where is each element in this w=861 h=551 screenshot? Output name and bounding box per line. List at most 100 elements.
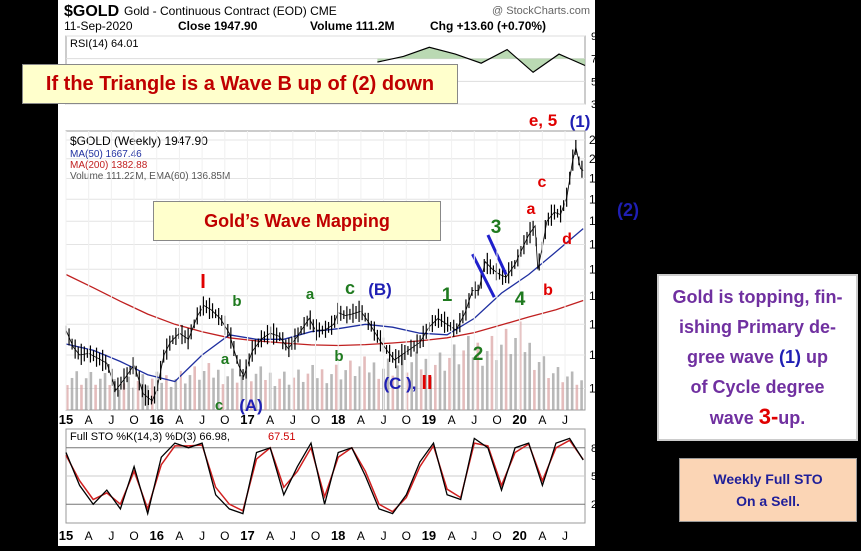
- symbol-title: $GOLD: [64, 3, 119, 20]
- sto-x-tick-label: O: [402, 529, 411, 543]
- x-tick-label: O: [311, 413, 320, 427]
- price-tick-label: 1500: [589, 262, 595, 276]
- sto-x-tick-label: 18: [331, 528, 345, 543]
- x-tick-label: O: [492, 413, 501, 427]
- sto-tick-label: 50: [591, 471, 595, 483]
- sto-x-tick-label: A: [538, 529, 546, 543]
- volume-bar: [207, 363, 211, 410]
- volume-bar: [457, 364, 461, 410]
- rsi-line: [377, 46, 586, 74]
- x-tick-label: 20: [512, 412, 526, 427]
- x-tick-label: J: [199, 413, 205, 427]
- summary-line-3: gree wave (1) up: [673, 342, 843, 372]
- summary-line-5: wave 3-up.: [673, 402, 843, 433]
- volume-bar: [70, 377, 74, 410]
- volume-bar: [485, 351, 489, 410]
- volume-bar: [353, 376, 357, 410]
- volume-bar: [325, 383, 329, 410]
- volume-bar: [334, 364, 338, 410]
- volume-label: Volume 111.2M: [310, 19, 395, 33]
- volume-bar: [108, 384, 112, 410]
- volume-bar: [283, 371, 286, 410]
- volume-bar: [66, 385, 69, 410]
- summary-line-5a: wave: [709, 408, 759, 428]
- volume-bar: [518, 321, 522, 410]
- sto-x-tick-label: J: [290, 529, 296, 543]
- volume-bar: [80, 384, 83, 410]
- rsi-overbought-fill: [377, 47, 585, 73]
- date-label: 11-Sep-2020: [64, 19, 133, 33]
- volume-bar: [188, 375, 192, 410]
- summary-line-4: of Cycle degree: [690, 377, 825, 397]
- volume-bar: [391, 375, 395, 410]
- volume-bar: [84, 378, 88, 410]
- x-tick-label: J: [562, 413, 568, 427]
- volume-bar: [250, 381, 253, 410]
- volume-bar: [561, 382, 565, 410]
- sto-box-line-2: On a Sell.: [736, 493, 800, 509]
- price-line: [65, 147, 584, 402]
- price-tick-label: 1400: [589, 289, 595, 303]
- sto-k-line: [65, 437, 584, 517]
- volume-bar: [580, 380, 583, 410]
- price-legend: $GOLD (Weekly) 1947.90: [70, 134, 208, 148]
- volume-bar: [169, 386, 173, 410]
- x-tick-label: A: [448, 413, 456, 427]
- volume-bar: [509, 354, 513, 410]
- sto-x-tick-label: A: [266, 529, 274, 543]
- volume-bar: [504, 328, 508, 410]
- title-box-text: If the Triangle is a Wave B up of (2) do…: [45, 72, 435, 95]
- volume-legend: Volume 111.22M, EMA(60) 136.85M: [70, 171, 230, 182]
- volume-bar: [542, 356, 546, 410]
- rsi-tick-label: 70: [591, 54, 595, 66]
- volume-bar: [377, 378, 380, 410]
- x-tick-label: 18: [331, 412, 345, 427]
- summary-line-2: ishing Primary de-: [678, 317, 837, 337]
- volume-bar: [339, 379, 343, 410]
- sto-tick-label: 20: [591, 499, 595, 511]
- volume-bar: [117, 389, 121, 410]
- price-tick-label: 2000: [589, 152, 595, 166]
- volume-bar: [320, 369, 324, 410]
- rsi-title: RSI(14) 64.01: [70, 38, 138, 50]
- price-tick-label: 2100: [589, 133, 595, 147]
- arrow-head-wave-2: [610, 186, 620, 197]
- volume-bar: [452, 344, 456, 410]
- sto-x-tick-label: J: [562, 529, 568, 543]
- rsi-tick-label: 30: [591, 99, 595, 111]
- volume-bar: [533, 369, 536, 410]
- mapping-box-text: Gold’s Wave Mapping: [204, 210, 390, 231]
- sto-x-tick-label: A: [448, 529, 456, 543]
- sto-x-tick-label: 19: [422, 528, 436, 543]
- volume-bar: [113, 379, 116, 410]
- x-tick-label: O: [220, 413, 229, 427]
- x-tick-label: A: [85, 413, 93, 427]
- volume-bar: [434, 364, 437, 410]
- volume-bar: [570, 371, 574, 410]
- sto-x-tick-label: 16: [149, 528, 163, 543]
- volume-bar: [429, 376, 432, 410]
- volume-bar: [556, 367, 560, 410]
- x-tick-label: A: [538, 413, 546, 427]
- x-tick-label: 19: [422, 412, 436, 427]
- x-tick-label: J: [471, 413, 477, 427]
- watermark: @ StockCharts.com: [492, 5, 590, 17]
- volume-bar: [311, 364, 314, 410]
- wave-label-2-21: (2): [617, 200, 639, 220]
- x-tick-label: 16: [149, 412, 163, 427]
- volume-bar: [547, 378, 550, 410]
- sto-x-tick-label: O: [129, 529, 138, 543]
- volume-bar: [481, 365, 484, 410]
- volume-bar: [349, 360, 352, 410]
- volume-bar: [179, 370, 182, 410]
- wave-mapping-label: Gold’s Wave Mapping: [153, 201, 441, 241]
- volume-bar: [202, 371, 206, 410]
- volume-bar: [471, 357, 475, 410]
- volume-bar: [575, 384, 579, 410]
- summary-wave-3: 3-: [758, 404, 779, 429]
- change-label: Chg +13.60 (+0.70%): [430, 19, 546, 33]
- volume-bar: [231, 368, 234, 410]
- sto-x-tick-label: 20: [512, 528, 526, 543]
- volume-bar: [292, 377, 296, 410]
